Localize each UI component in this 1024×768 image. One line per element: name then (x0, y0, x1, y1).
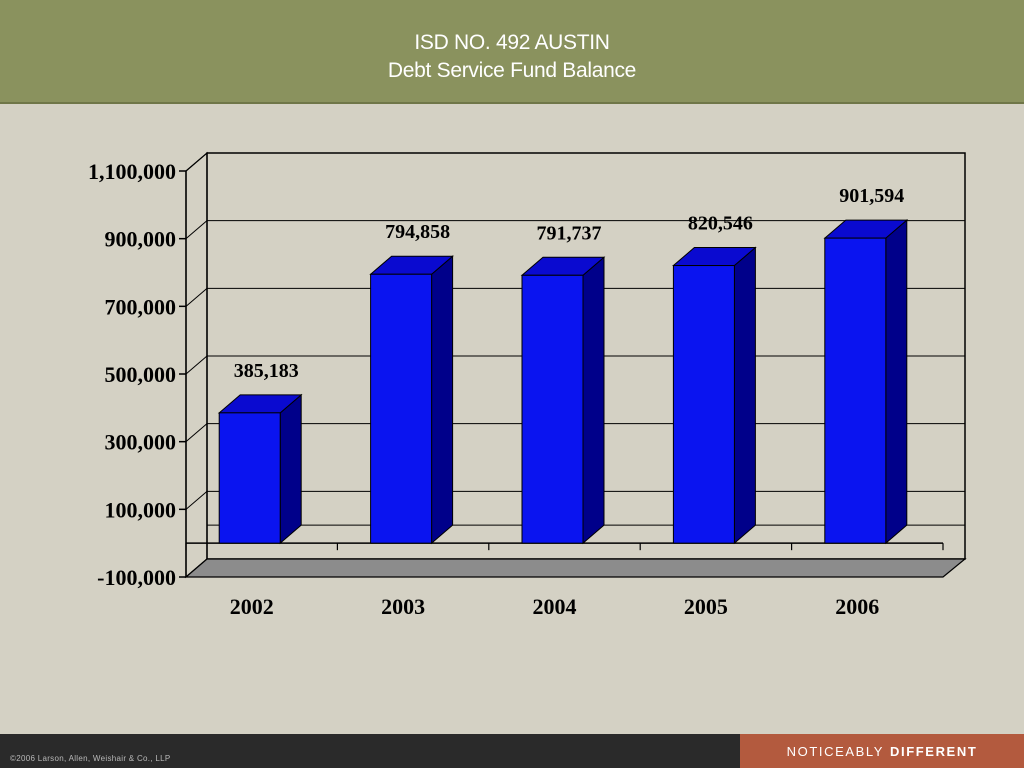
data-label: 901,594 (839, 185, 904, 207)
gridline-connector (185, 490, 208, 510)
bar-side (431, 255, 454, 545)
y-tick-label: -100,000 (97, 565, 176, 590)
slide-footer: ©2006 Larson, Allen, Weishair & Co., LLP… (0, 734, 1024, 768)
x-tick-label: 2002 (230, 594, 274, 619)
bar (370, 273, 433, 544)
gridline-connector (185, 355, 208, 375)
x-tick-label: 2004 (533, 594, 577, 619)
tagline-regular: NOTICEABLY (786, 743, 885, 759)
data-label: 820,546 (688, 213, 753, 235)
gridline-connector (185, 220, 208, 240)
chart-floor (184, 558, 967, 578)
tagline-bold: DIFFERENT (890, 743, 978, 759)
bar (218, 412, 281, 544)
bar (672, 265, 735, 544)
gridline-connector (185, 287, 208, 307)
bar-side (733, 246, 756, 545)
data-label: 385,183 (234, 360, 299, 382)
x-tick-label: 2005 (684, 594, 728, 619)
copyright-text: ©2006 Larson, Allen, Weishair & Co., LLP (10, 754, 171, 763)
bar-side (279, 393, 302, 545)
y-tick-label: 700,000 (105, 294, 177, 319)
y-tick-label: 100,000 (105, 497, 177, 522)
y-tick-label: 900,000 (105, 227, 177, 252)
bar-side (582, 256, 605, 545)
data-label: 794,858 (385, 221, 450, 243)
y-tick-label: 1,100,000 (88, 159, 176, 184)
slide-header: ISD NO. 492 AUSTIN Debt Service Fund Bal… (0, 0, 1024, 104)
gridline-connector (185, 423, 208, 443)
bar-side (885, 219, 908, 545)
x-tick-label: 2006 (835, 594, 879, 619)
slide-title-line-1: ISD NO. 492 AUSTIN (414, 31, 610, 54)
y-tick-label: 500,000 (105, 362, 177, 387)
tagline-banner: NOTICEABLY DIFFERENT (740, 734, 1024, 768)
gridline-connector (185, 152, 208, 172)
bar (824, 237, 887, 544)
y-tick-label: 300,000 (105, 430, 177, 455)
bar-chart: -100,000 100,000 300,000 500,000 700,000 900,… (88, 151, 967, 619)
bar (521, 274, 584, 544)
slide-title-line-2: Debt Service Fund Balance (387, 59, 637, 82)
data-label: 791,737 (537, 222, 602, 244)
x-tick-label: 2003 (381, 594, 425, 619)
